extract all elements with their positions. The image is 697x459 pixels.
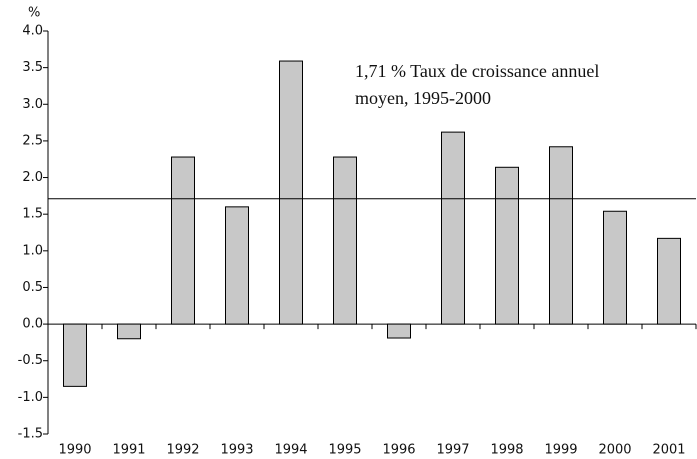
x-tick-label: 1995 bbox=[328, 443, 361, 458]
x-tick-label: 1991 bbox=[112, 443, 145, 458]
bar bbox=[63, 323, 87, 387]
y-tick-label: -1.5 bbox=[18, 427, 43, 442]
bar bbox=[387, 323, 411, 339]
y-tick-label: 4.0 bbox=[22, 24, 43, 39]
y-tick-label: 3.0 bbox=[22, 97, 43, 112]
y-tick-label: 0.0 bbox=[22, 317, 43, 332]
y-tick-label: 1.5 bbox=[22, 207, 43, 222]
bar bbox=[279, 60, 303, 325]
x-tick-label: 2001 bbox=[652, 443, 685, 458]
x-tick-label: 1996 bbox=[382, 443, 415, 458]
y-tick-label: 2.0 bbox=[22, 170, 43, 185]
bar bbox=[657, 237, 681, 325]
y-tick-label: 3.5 bbox=[22, 60, 43, 75]
bar bbox=[603, 210, 627, 325]
x-tick-label: 1990 bbox=[58, 443, 91, 458]
x-tick-label: 2000 bbox=[598, 443, 631, 458]
y-tick-label: -1.0 bbox=[18, 390, 43, 405]
y-tick-label: 0.5 bbox=[22, 280, 43, 295]
bar bbox=[441, 131, 465, 325]
y-tick-label: 2.5 bbox=[22, 133, 43, 148]
x-tick-label: 1994 bbox=[274, 443, 307, 458]
x-tick-label: 1992 bbox=[166, 443, 199, 458]
bar bbox=[333, 156, 357, 325]
bar bbox=[171, 156, 195, 325]
bar bbox=[117, 323, 141, 340]
y-tick-label: -0.5 bbox=[18, 353, 43, 368]
x-tick-label: 1999 bbox=[544, 443, 577, 458]
bar bbox=[549, 146, 573, 325]
annotation: 1,71 % Taux de croissance annuel bbox=[355, 61, 599, 81]
bar bbox=[495, 166, 519, 325]
y-tick-label: 1.0 bbox=[22, 243, 43, 258]
x-tick-label: 1993 bbox=[220, 443, 253, 458]
bar bbox=[225, 206, 249, 325]
x-tick-label: 1998 bbox=[490, 443, 523, 458]
y-unit: % bbox=[28, 6, 40, 21]
annotation: moyen, 1995-2000 bbox=[355, 88, 491, 108]
x-tick-label: 1997 bbox=[436, 443, 469, 458]
